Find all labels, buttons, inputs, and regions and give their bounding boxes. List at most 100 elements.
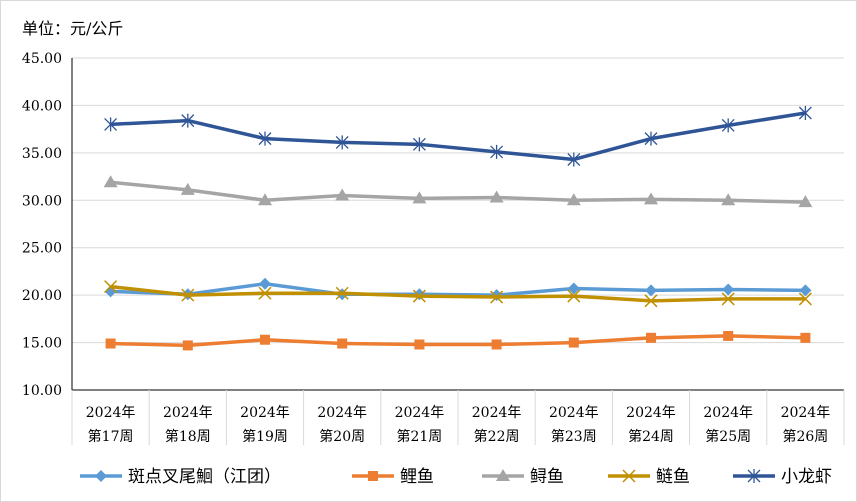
x-tick-label-year: 2024年 [317,405,367,421]
y-axis-ticks: 10.00 15.00 20.00 25.00 30.00 35.00 40.00 45.00 [22,51,62,399]
data-point [644,131,658,146]
data-point [335,135,349,150]
x-tick-label-year: 2024年 [781,405,831,421]
legend-marker [622,469,636,483]
data-point [181,288,195,302]
data-point [105,338,116,349]
data-point [335,286,349,300]
data-point [490,144,504,159]
y-tick-label: 30.00 [22,193,62,209]
legend: 斑点叉尾鮰（江团） 鲤鱼 鲟鱼 鲢鱼 小龙虾 [80,467,832,487]
x-tick-label-year: 2024年 [240,405,290,421]
data-point [798,292,812,306]
series-line [110,284,806,303]
x-tick-label-week: 第25周 [705,428,751,445]
data-point [104,117,118,132]
data-point [259,277,271,290]
data-point [412,137,426,152]
legend-label: 小龙虾 [781,467,832,487]
x-tick-label-week: 第17周 [88,428,134,445]
legend-item: 鲤鱼 [352,467,434,487]
data-point [260,334,270,345]
y-tick-label: 45.00 [22,51,62,67]
data-point [721,118,735,133]
x-tick-label-week: 第21周 [396,428,442,445]
y-tick-label: 25.00 [22,241,62,257]
legend-item: 斑点叉尾鮰（江团） [80,467,281,487]
data-point [646,332,656,343]
y-tick-label: 10.00 [22,383,62,399]
x-tick-label-year: 2024年 [86,405,136,421]
data-point [181,113,195,128]
legend-label: 鲢鱼 [656,467,690,487]
data-point [567,289,581,303]
data-point [722,283,735,296]
data-point [799,284,812,297]
y-tick-label: 40.00 [22,98,62,114]
series-5 [104,106,812,167]
x-tick-label-week: 第24周 [628,428,674,445]
y-tick-label: 35.00 [22,146,62,162]
axes [71,58,845,445]
x-tick-label-year: 2024年 [395,405,445,421]
data-point [567,282,580,295]
series-2 [105,330,811,351]
x-tick-label-year: 2024年 [163,405,213,421]
legend-item: 小龙虾 [733,467,832,487]
x-tick-label-week: 第23周 [551,428,597,445]
series-line [110,111,806,162]
legend-label: 鲟鱼 [530,467,564,487]
data-point [798,106,812,121]
data-point [104,280,118,294]
legend-marker [747,469,761,483]
series-3 [103,175,813,208]
data-point [567,152,581,167]
y-tick-label: 20.00 [22,288,62,304]
data-point [798,195,813,208]
series-4 [104,280,812,308]
data-point [335,188,350,201]
data-point [491,339,502,350]
legend-item: 鲟鱼 [482,467,564,487]
data-point [644,294,658,308]
x-tick-label-week: 第22周 [474,428,520,445]
legend-marker [368,471,378,481]
x-tick-label-week: 第20周 [319,428,365,445]
unit-label: 单位：元/公斤 [22,19,123,38]
data-point [566,193,581,206]
data-point [721,292,735,306]
data-point [414,339,425,350]
legend-item: 鲢鱼 [608,467,690,487]
x-tick-label-year: 2024年 [549,405,599,421]
x-tick-label-week: 第26周 [782,428,828,445]
data-point [103,175,118,188]
data-point [723,330,734,341]
data-point [644,192,658,205]
data-point [721,193,736,206]
legend-marker [496,469,510,481]
data-point [258,193,272,206]
data-point [182,340,193,351]
x-tick-label-year: 2024年 [472,405,522,421]
series-group [103,106,813,351]
data-point [412,289,426,303]
data-point [490,290,504,304]
legend-label: 鲤鱼 [400,467,434,487]
x-tick-label-year: 2024年 [703,405,753,421]
x-tick-label-year: 2024年 [626,405,676,421]
data-point [645,284,657,297]
x-tick-label-week: 第19周 [242,428,288,445]
legend-label: 斑点叉尾鮰（江团） [128,467,281,487]
series-line [110,180,806,204]
data-point [337,338,348,349]
data-point [412,191,427,204]
data-point [258,131,272,146]
legend-marker [95,470,107,482]
data-point [180,182,195,195]
data-point [489,190,504,203]
data-point [568,337,579,348]
series-line [110,282,806,297]
